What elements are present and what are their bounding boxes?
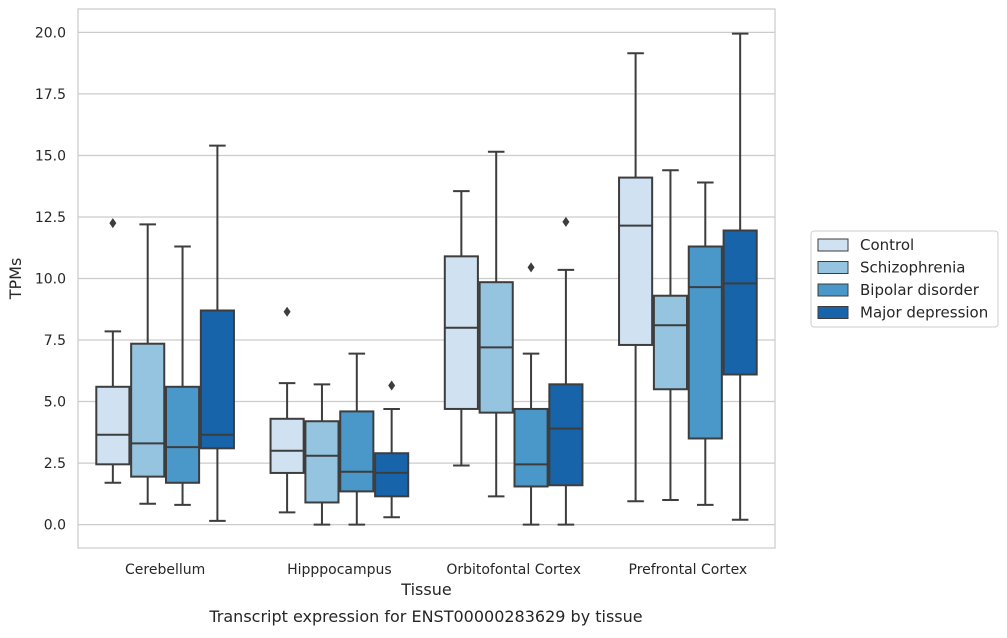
outlier-point [527, 262, 535, 273]
box-iqr [95, 385, 131, 466]
y-tick-label: 10.0 [35, 272, 66, 288]
y-tick-label: 15.0 [35, 148, 66, 164]
box-group [548, 216, 584, 526]
y-tick-label: 7.5 [44, 333, 66, 349]
y-tick-label: 0.0 [44, 518, 66, 534]
box-group [478, 150, 514, 498]
box-iqr [164, 385, 201, 484]
y-tick-label: 20.0 [35, 25, 66, 41]
x-tick-label: Orbitofontal Cortex [446, 562, 581, 578]
box-group [513, 262, 549, 526]
legend-label: Schizophrenia [860, 259, 965, 277]
box-group [95, 218, 131, 484]
y-tick-label: 5.0 [44, 395, 66, 411]
outlier-point [388, 380, 396, 391]
y-axis-title: TPMs [6, 258, 25, 301]
plot-area-frame [77, 8, 776, 549]
box-group [339, 352, 375, 526]
box-iqr [443, 255, 479, 410]
box-iqr [199, 309, 235, 450]
legend-frame [810, 230, 999, 328]
legend-swatch [817, 238, 849, 252]
outlier-point [562, 216, 570, 227]
box-group [443, 190, 479, 467]
box-iqr [374, 452, 410, 498]
y-tick-label: 12.5 [35, 210, 66, 226]
box-group [687, 181, 723, 506]
legend-swatch [817, 261, 849, 274]
y-tick-label: 17.5 [35, 87, 66, 103]
boxes [95, 32, 758, 526]
box-iqr [513, 407, 549, 488]
box-iqr [304, 420, 340, 504]
x-axis-title: Tissue [400, 580, 451, 599]
box-iqr [652, 294, 689, 391]
box-iqr [339, 410, 375, 493]
box-group [722, 32, 758, 521]
box-group [304, 383, 340, 526]
legend-label: Major depression [860, 304, 988, 322]
chart-caption: Transcript expression for ENST0000028362… [208, 607, 642, 626]
legend-label: Bipolar disorder [860, 281, 980, 299]
box-group [199, 144, 235, 522]
legend: Control Schizophrenia Bipolar disorder Majo… [810, 230, 999, 328]
x-tick-label: Prefrontal Cortex [629, 562, 748, 578]
box-group [269, 306, 305, 514]
box-iqr [269, 417, 305, 474]
box-group [652, 169, 689, 502]
x-tick-labels: Cerebellum Hipppocampus Orbitofontal Corte… [125, 562, 747, 578]
x-tick-label: Cerebellum [125, 562, 205, 578]
box-iqr [618, 176, 654, 346]
box-group [618, 52, 654, 503]
outlier-point [283, 306, 291, 317]
box-group [130, 223, 166, 505]
box-group [164, 245, 201, 506]
box-group [374, 380, 410, 519]
x-tick-label: Hipppocampus [287, 562, 392, 578]
outlier-point [109, 218, 117, 229]
box-iqr [722, 229, 758, 376]
y-tick-labels: 0.0 2.5 5.0 7.5 10.0 12.5 15.0 17.5 20.0 [35, 25, 66, 533]
y-tick-label: 2.5 [44, 456, 66, 472]
legend-swatch [817, 283, 849, 297]
box-iqr [130, 342, 166, 478]
legend-swatch [817, 306, 849, 319]
box-iqr [548, 383, 584, 487]
legend-label: Control [860, 236, 914, 254]
box-iqr [687, 245, 723, 440]
